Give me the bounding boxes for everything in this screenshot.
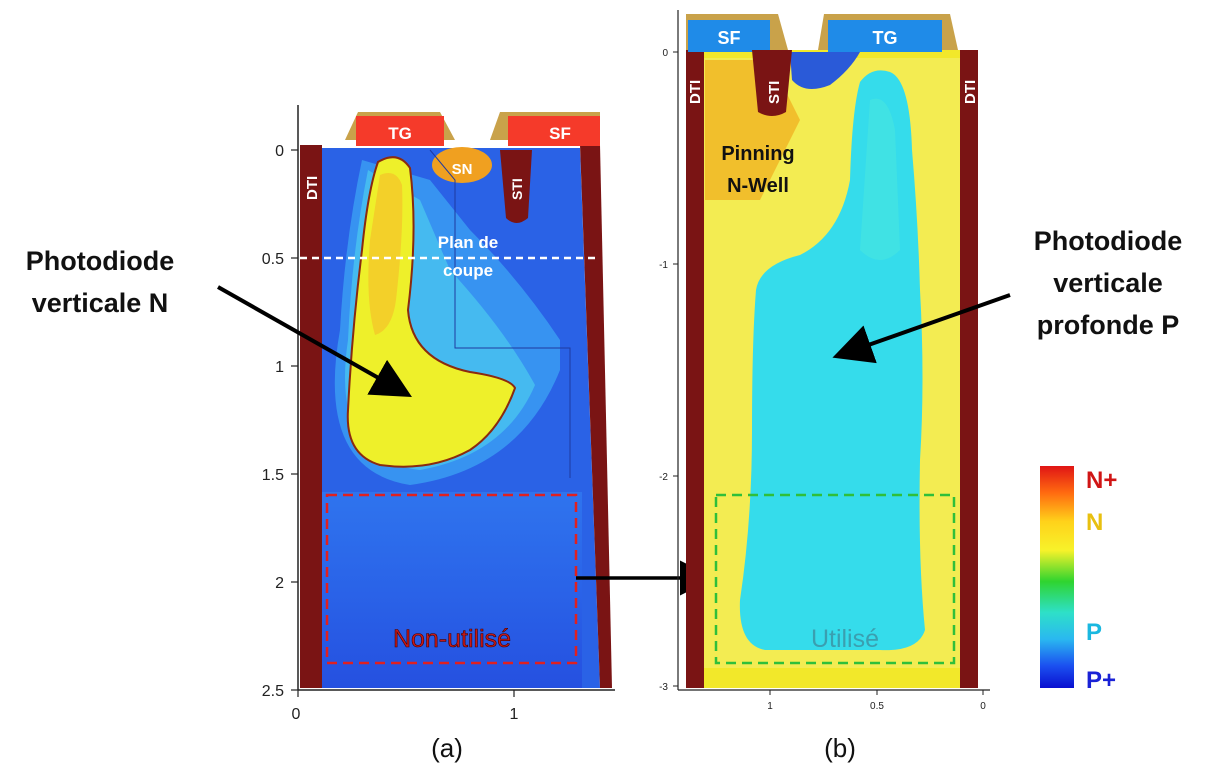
legend-label-n-plus: N+ — [1086, 467, 1117, 494]
legend-label-n: N — [1086, 509, 1103, 536]
b-caption: (b) — [824, 733, 856, 763]
b-sti-label: STI — [766, 81, 783, 104]
a-ytick-0: 0 — [275, 143, 284, 160]
panel-a: 0 0.5 1 1.5 2 2.5 0 1 DTI TG SF SN STI — [262, 105, 615, 763]
b-annotation-arrow — [832, 293, 1011, 364]
a-sf-gate — [508, 116, 600, 146]
b-xtick-1: 0.5 — [870, 701, 884, 712]
a-tg-label: TG — [388, 124, 412, 143]
b-annotation-line2: verticale — [1053, 268, 1163, 298]
b-ytick-3: -3 — [659, 682, 668, 693]
b-sf-gate — [688, 20, 770, 52]
a-ytick-1: 0.5 — [262, 251, 284, 268]
legend-label-p-plus: P+ — [1086, 667, 1116, 694]
a-xtick-0: 0 — [292, 706, 301, 723]
color-legend: N+ N P P+ — [1040, 466, 1117, 694]
b-xtick-2: 0 — [980, 701, 986, 712]
b-pinning-label-1: Pinning — [721, 143, 794, 165]
b-surface-n — [790, 52, 860, 89]
a-ytick-2: 1 — [275, 359, 284, 376]
a-annotation-line1: Photodiode — [26, 246, 174, 276]
b-annotation-line3: profonde P — [1037, 310, 1180, 340]
a-dti-left — [300, 145, 322, 688]
a-sn-region — [432, 147, 492, 183]
b-ytick-0: 0 — [662, 48, 668, 59]
a-ytick-5: 2.5 — [262, 683, 284, 700]
a-cut-plane-label-1: Plan de — [438, 233, 498, 252]
a-sti-label: STI — [509, 178, 525, 200]
a-caption: (a) — [431, 733, 463, 763]
legend-colorbar — [1040, 466, 1074, 688]
b-dti-right — [960, 50, 978, 688]
a-ytick-4: 2 — [275, 575, 284, 592]
a-sf-label: SF — [549, 124, 571, 143]
b-tg-label: TG — [873, 28, 898, 48]
b-used-label: Utilisé — [811, 625, 879, 653]
b-dti-left — [686, 50, 704, 688]
b-used-box — [714, 493, 956, 665]
a-sti — [500, 150, 532, 223]
a-implant-boundary — [429, 149, 571, 478]
b-dti-right-label: DTI — [962, 80, 979, 104]
a-n-core — [368, 172, 403, 335]
a-unused-label: Non-utilisé — [393, 625, 511, 653]
a-cut-plane-label-2: coupe — [443, 261, 493, 280]
panel-b: 0 -1 -2 -3 1 0.5 0 DTI DTI SF TG STI Pin… — [659, 10, 990, 763]
b-dti-left-label: DTI — [687, 80, 704, 104]
b-tg-gate — [828, 20, 942, 52]
b-p-core — [860, 98, 900, 260]
a-annotation-line2: verticale N — [32, 288, 169, 318]
a-ytick-3: 1.5 — [262, 467, 284, 484]
b-ytick-1: -1 — [659, 260, 668, 271]
b-ytick-2: -2 — [659, 472, 668, 483]
b-sti — [752, 50, 792, 116]
a-dti-label: DTI — [304, 176, 321, 200]
a-sn-label: SN — [452, 161, 473, 178]
a-dti-right — [580, 145, 612, 688]
a-deep-region — [322, 492, 582, 688]
a-xtick-1: 1 — [510, 706, 519, 723]
a-annotation-arrow — [217, 285, 412, 397]
b-xtick-0: 1 — [767, 701, 773, 712]
legend-label-p: P — [1086, 619, 1102, 646]
b-sf-label: SF — [717, 28, 740, 48]
b-pinning-label-2: N-Well — [727, 175, 789, 197]
b-annotation-line1: Photodiode — [1034, 226, 1182, 256]
a-tg-gate — [356, 116, 444, 146]
